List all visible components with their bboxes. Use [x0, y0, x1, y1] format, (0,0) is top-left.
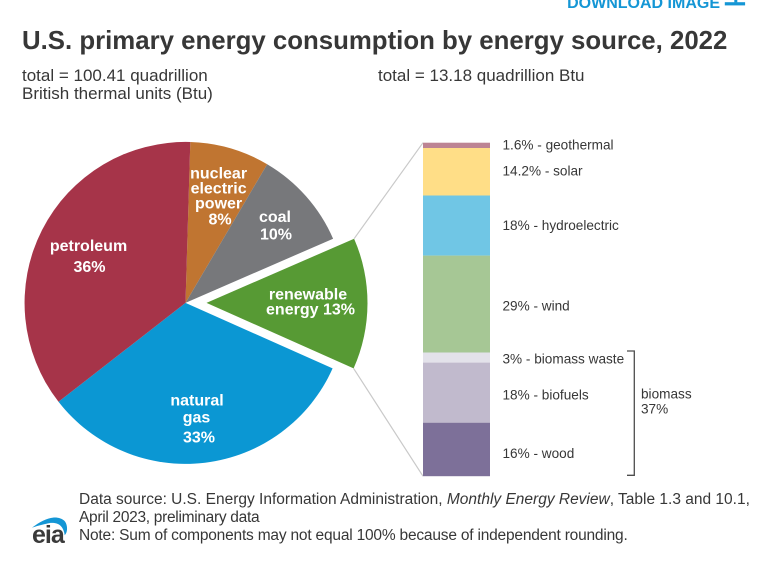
svg-text:3% - biomass waste: 3% - biomass waste — [503, 351, 625, 366]
svg-text:10%: 10% — [260, 226, 292, 243]
svg-text:18% - hydroelectric: 18% - hydroelectric — [503, 218, 620, 233]
svg-text:biomass: biomass — [641, 387, 692, 402]
svg-text:37%: 37% — [641, 401, 668, 416]
svg-text:29% - wind: 29% - wind — [503, 299, 570, 314]
svg-text:petroleum: petroleum — [50, 238, 127, 255]
svg-text:33%: 33% — [183, 430, 215, 447]
svg-text:nuclear: nuclear — [190, 165, 247, 182]
svg-text:eia: eia — [32, 521, 66, 549]
svg-text:renewable: renewable — [269, 287, 347, 304]
svg-text:natural: natural — [170, 393, 223, 410]
svg-text:14.2% - solar: 14.2% - solar — [503, 164, 584, 179]
svg-text:gas: gas — [183, 410, 211, 427]
svg-text:8%: 8% — [208, 211, 231, 228]
svg-text:power: power — [195, 195, 242, 212]
svg-text:36%: 36% — [73, 259, 105, 276]
svg-text:16% - wood: 16% - wood — [503, 446, 575, 461]
svg-text:electric: electric — [191, 180, 247, 197]
svg-text:coal: coal — [259, 209, 291, 226]
svg-text:18% - biofuels: 18% - biofuels — [503, 387, 589, 402]
svg-text:energy 13%: energy 13% — [266, 302, 355, 319]
svg-text:1.6% - geothermal: 1.6% - geothermal — [503, 138, 614, 153]
